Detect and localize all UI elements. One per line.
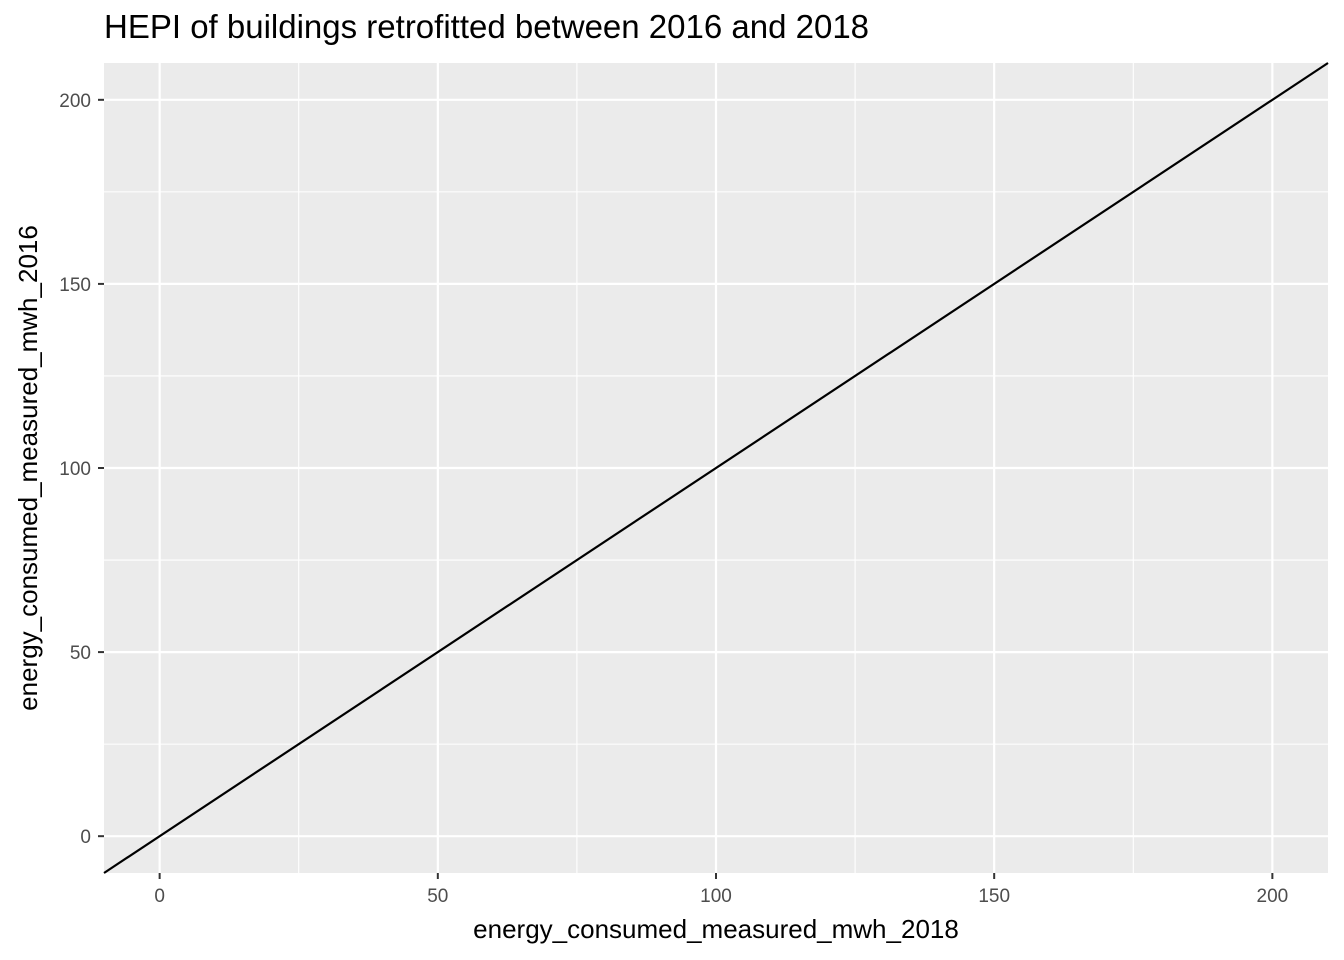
chart-title: HEPI of buildings retrofitted between 20…	[104, 8, 870, 45]
y-axis-title: energy_consumed_measured_mwh_2016	[13, 225, 43, 711]
y-axis-ticks: 0 50 100 150 200	[59, 91, 104, 848]
x-tick-label: 200	[1257, 886, 1289, 907]
x-tick-label: 0	[154, 886, 165, 907]
x-tick-label: 150	[978, 886, 1010, 907]
x-tick-label: 100	[700, 886, 732, 907]
x-tick-label: 50	[427, 886, 448, 907]
x-axis-title: energy_consumed_measured_mwh_2018	[473, 914, 959, 944]
y-tick-label: 0	[80, 827, 91, 848]
y-tick-label: 100	[59, 459, 91, 480]
x-axis-ticks: 0 50 100 150 200	[154, 873, 1288, 907]
series-line	[103, 62, 1329, 874]
y-tick-label: 200	[59, 91, 91, 112]
y-tick-label: 150	[59, 275, 91, 296]
series-layer	[103, 62, 1329, 874]
y-tick-label: 50	[70, 643, 91, 664]
